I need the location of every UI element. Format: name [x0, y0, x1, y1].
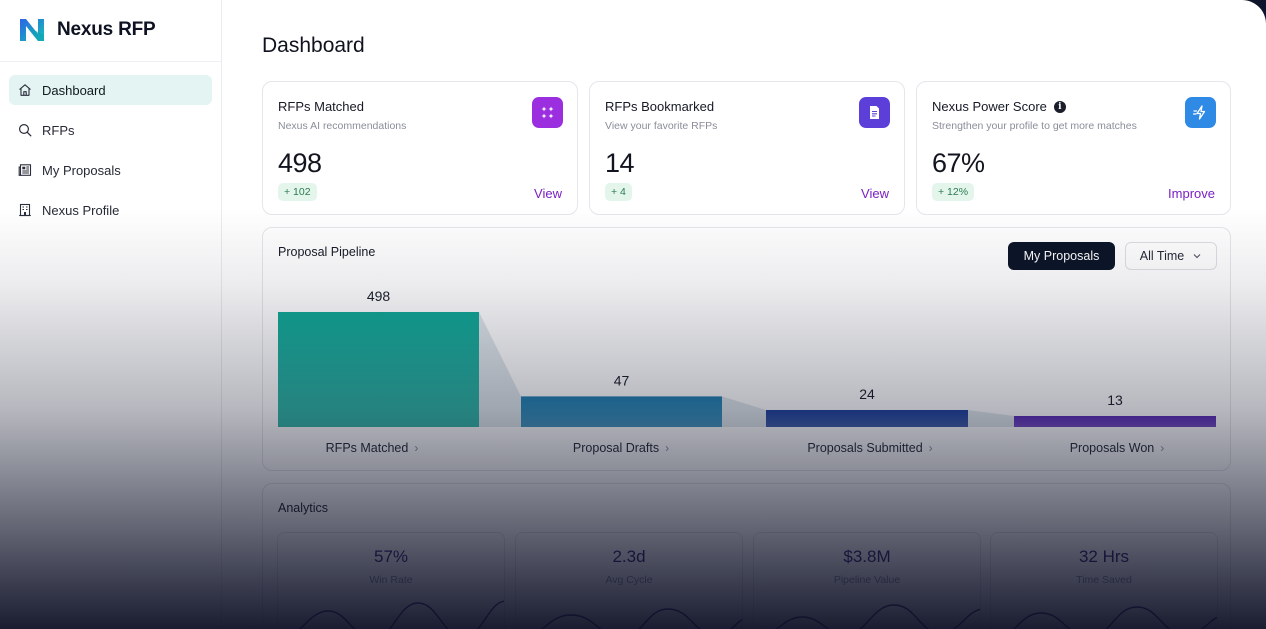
sidebar-item-rfps[interactable]: RFPs: [9, 115, 212, 145]
card-title: Nexus Power Score i: [932, 99, 1066, 114]
stage-label: Proposals Submitted: [807, 441, 923, 455]
card-value: 498: [278, 148, 322, 178]
sparkline: [1012, 606, 1217, 629]
pipeline-chart: 498 47 24 13: [278, 288, 1216, 427]
chevron-right-icon: ›: [928, 441, 933, 455]
funnel-connector: [479, 312, 521, 427]
metric-label: Win Rate: [369, 574, 413, 586]
pipeline-bar[interactable]: [278, 312, 479, 427]
building-icon: [18, 203, 32, 217]
card-rfps-bookmarked: RFPs Bookmarked View your favorite RFPs …: [589, 81, 905, 215]
bar-value-label: 47: [614, 372, 630, 388]
funnel-connector: [722, 396, 766, 427]
info-icon[interactable]: i: [1053, 100, 1066, 113]
sidebar-item-my-proposals[interactable]: My Proposals: [9, 155, 212, 185]
lightning-icon: [1185, 97, 1216, 128]
metric-win-rate[interactable]: 57% Win Rate: [277, 532, 505, 629]
card-subtitle: Nexus AI recommendations: [278, 120, 407, 132]
metric-value: 2.3d: [612, 547, 646, 566]
metric-value: $3.8M: [843, 547, 891, 566]
proposal-pipeline-panel: Proposal Pipeline My Proposals All Time …: [262, 227, 1231, 471]
sidebar-item-nexus-profile[interactable]: Nexus Profile: [9, 195, 212, 225]
sidebar-nav: Dashboard RFPs My Proposals Nexus Profil…: [9, 75, 212, 235]
metric-value: 57%: [373, 547, 409, 566]
sparkline: [775, 604, 980, 629]
bar-value-label: 13: [1107, 392, 1123, 408]
newspaper-icon: [18, 163, 32, 177]
stage-label: Proposal Drafts: [572, 441, 660, 455]
card-subtitle: View your favorite RFPs: [605, 120, 718, 132]
stage-rfps-matched[interactable]: RFPs Matched ›: [252, 441, 492, 455]
card-value: 14: [605, 148, 635, 178]
metric-label: Time Saved: [1076, 574, 1132, 586]
bar-value-label: 498: [367, 288, 391, 304]
chevron-right-icon: ›: [414, 441, 419, 455]
pipeline-bar[interactable]: [766, 409, 968, 427]
sidebar-item-label: Dashboard: [42, 82, 106, 98]
brand[interactable]: Nexus RFP: [17, 15, 156, 45]
chevron-right-icon: ›: [665, 441, 670, 455]
sidebar-item-label: Nexus Profile: [42, 202, 120, 218]
delta-badge: + 12%: [932, 183, 975, 201]
brand-name: Nexus RFP: [57, 19, 156, 40]
sparkle-grid-icon: [532, 97, 563, 128]
card-value: 67%: [932, 148, 985, 178]
sparkline: [298, 600, 504, 629]
panel-title: Analytics: [278, 501, 329, 515]
document-icon: [859, 97, 890, 128]
nexus-logo-icon: [20, 19, 44, 41]
pipeline-bar[interactable]: [1014, 416, 1216, 427]
sidebar: Nexus RFP Dashboard RFPs My Proposals: [0, 0, 222, 629]
card-nexus-power-score: Nexus Power Score i Strengthen your prof…: [916, 81, 1231, 215]
analytics-panel: Analytics 57% Win Rate 2.3d Avg Cycle $3…: [262, 483, 1231, 629]
metric-label: Pipeline Value: [833, 574, 901, 586]
page-title: Dashboard: [262, 34, 365, 57]
card-rfps-matched: RFPs Matched Nexus AI recommendations 49…: [262, 81, 578, 215]
funnel-connector: [968, 409, 1014, 427]
search-icon: [18, 123, 32, 137]
metric-avg-cycle[interactable]: 2.3d Avg Cycle: [515, 532, 743, 629]
metric-pipeline-value[interactable]: $3.8M Pipeline Value: [753, 532, 981, 629]
divider: [0, 61, 221, 62]
sidebar-item-label: My Proposals: [42, 162, 121, 178]
pipeline-bar[interactable]: [521, 396, 722, 427]
home-icon: [18, 83, 32, 97]
stage-label: RFPs Matched: [325, 441, 409, 455]
metric-time-saved[interactable]: 32 Hrs Time Saved: [990, 532, 1218, 629]
metric-label: Avg Cycle: [605, 574, 653, 586]
card-title-text: Nexus Power Score: [932, 99, 1047, 114]
metric-value: 32 Hrs: [1078, 547, 1130, 566]
stage-label: Proposals Won: [1069, 441, 1155, 455]
view-link[interactable]: View: [861, 186, 889, 201]
sidebar-item-dashboard[interactable]: Dashboard: [9, 75, 212, 105]
sparkline: [541, 608, 742, 629]
stage-proposal-drafts[interactable]: Proposal Drafts ›: [501, 441, 741, 455]
stage-proposals-won[interactable]: Proposals Won ›: [997, 441, 1237, 455]
delta-badge: + 102: [278, 183, 317, 201]
card-title: RFPs Bookmarked: [605, 99, 715, 114]
card-subtitle: Strengthen your profile to get more matc…: [932, 120, 1137, 132]
card-title: RFPs Matched: [278, 99, 364, 114]
bar-value-label: 24: [859, 386, 875, 402]
chevron-right-icon: ›: [1160, 441, 1165, 455]
stage-proposals-submitted[interactable]: Proposals Submitted ›: [750, 441, 990, 455]
delta-badge: + 4: [605, 183, 632, 201]
improve-link[interactable]: Improve: [1168, 186, 1215, 201]
sidebar-item-label: RFPs: [42, 122, 75, 138]
view-link[interactable]: View: [534, 186, 562, 201]
